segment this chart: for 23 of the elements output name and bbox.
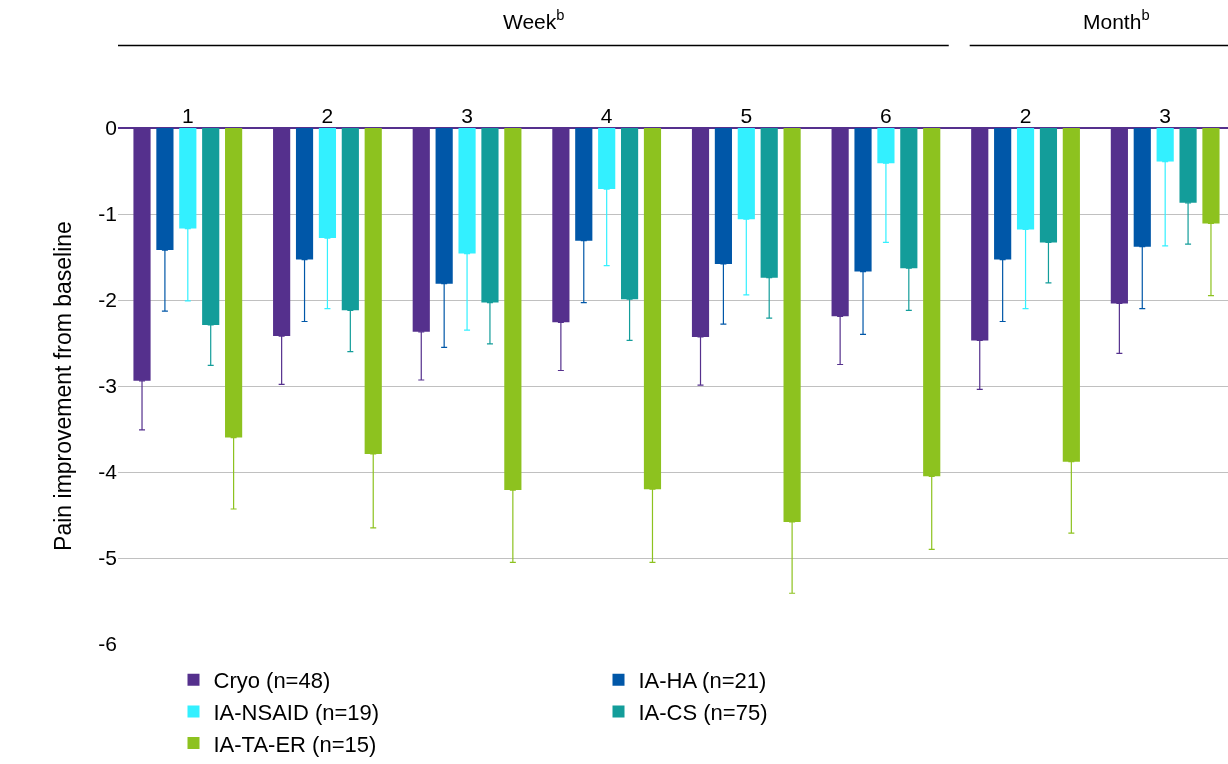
legend-label: IA-NSAID (n=19) bbox=[213, 699, 380, 725]
y-tick-label: 0 bbox=[105, 116, 117, 140]
x-tick-label: 1 bbox=[181, 103, 194, 127]
text: Month$^{b}$ bbox=[1083, 7, 1150, 33]
y-tick-label: -5 bbox=[98, 546, 117, 570]
x-tick-label: 3 bbox=[1159, 103, 1172, 127]
legend-label: IA-CS (n=75) bbox=[638, 699, 768, 725]
x-tick-label: 3 bbox=[461, 103, 473, 127]
legend-label: IA-TA-ER (n=15) bbox=[213, 731, 377, 757]
x-tick-label: 2 bbox=[321, 103, 334, 127]
y-tick-label: -4 bbox=[98, 460, 118, 484]
x-tick-label: 2 bbox=[1019, 103, 1032, 127]
x-tick-label: 5 bbox=[740, 103, 753, 127]
y-tick-label: -6 bbox=[98, 632, 117, 656]
text: Week$^{b}$ bbox=[503, 7, 565, 33]
x-tick-label: 4 bbox=[600, 103, 613, 127]
y-tick-label: -2 bbox=[98, 288, 117, 312]
legend-label: Cryo (n=48) bbox=[213, 668, 331, 694]
y-tick-label: -3 bbox=[98, 374, 117, 398]
y-tick-label: -1 bbox=[98, 202, 117, 226]
legend-label: IA-HA (n=21) bbox=[638, 668, 767, 694]
y-axis-title: Pain improvement from baseline bbox=[49, 221, 76, 551]
x-tick-label: 6 bbox=[880, 103, 892, 127]
